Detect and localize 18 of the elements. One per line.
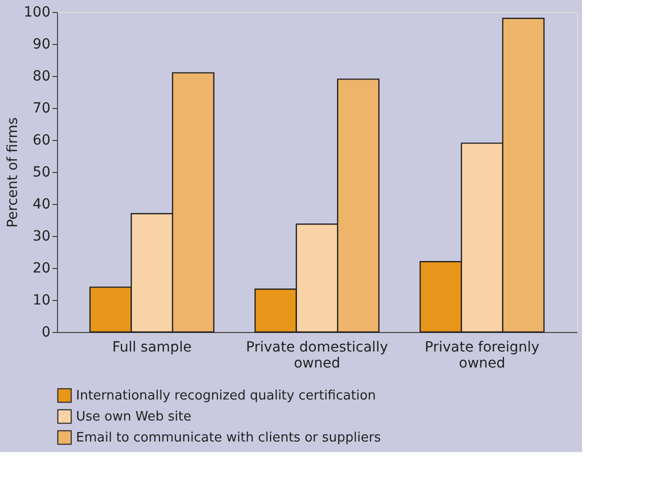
legend-label: Email to communicate with clients or suppliers <box>76 430 382 446</box>
y-tick-label: 70 <box>32 100 50 116</box>
legend-label: Internationally recognized quality certification <box>76 388 376 404</box>
x-tick-label: Full sample <box>112 340 192 356</box>
y-tick-label: 0 <box>42 324 50 340</box>
y-tick-label: 30 <box>32 228 50 244</box>
y-tick-label: 100 <box>24 4 50 20</box>
y-tick-label: 80 <box>32 68 50 84</box>
legend-label: Use own Web site <box>76 410 192 424</box>
y-tick-label: 90 <box>32 36 50 52</box>
y-axis-title: Percent of firms <box>4 117 21 228</box>
y-tick-label: 50 <box>32 164 50 180</box>
y-tick-label: 40 <box>32 196 50 212</box>
y-tick-label: 60 <box>32 132 50 148</box>
x-tick-label: Private foreignly owned <box>424 340 540 372</box>
y-tick-label: 20 <box>32 260 50 276</box>
y-tick-label: 10 <box>32 292 50 308</box>
x-tick-label: Private domestically owned <box>246 340 388 372</box>
